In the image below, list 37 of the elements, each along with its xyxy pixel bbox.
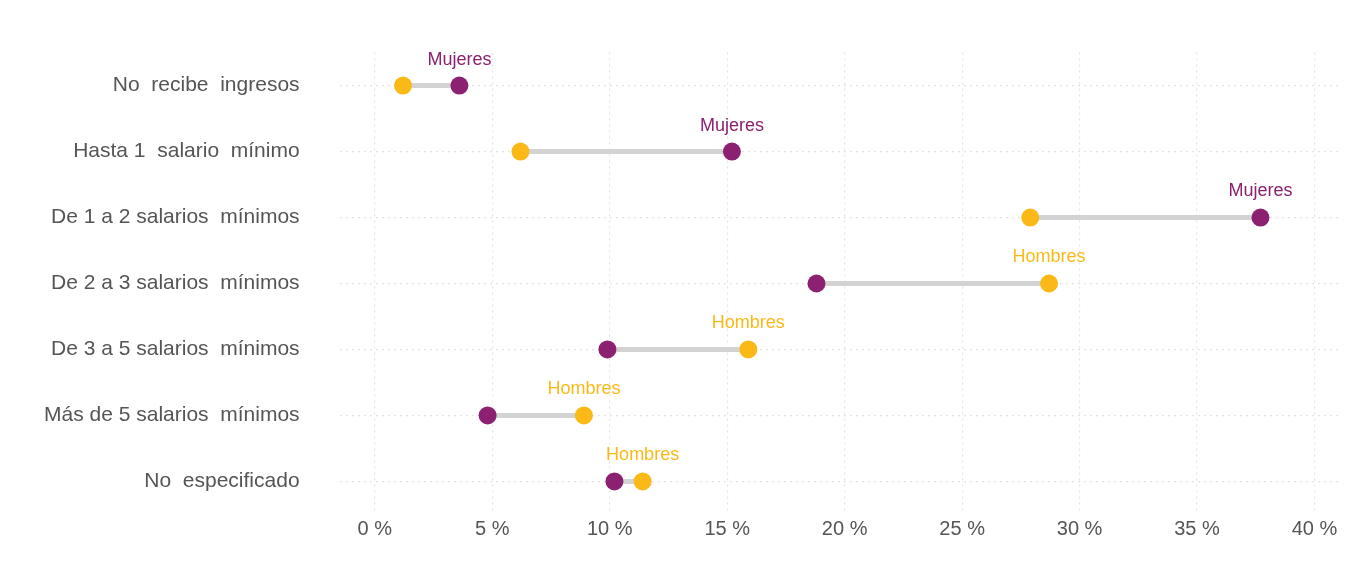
point bbox=[633, 472, 652, 491]
point bbox=[739, 340, 758, 359]
series-label: Hombres bbox=[1012, 246, 1086, 267]
point bbox=[511, 142, 530, 161]
y-tick-label: Hasta 1 salario mínimo bbox=[73, 138, 300, 162]
x-tick-label: 40 % bbox=[1291, 516, 1338, 539]
text: Hombres bbox=[711, 312, 785, 333]
y-tick-label: De 2 a 3 salarios mínimos bbox=[50, 270, 300, 294]
point bbox=[478, 406, 497, 425]
y-tick-label: No recibe ingresos bbox=[112, 72, 300, 96]
point bbox=[1040, 274, 1059, 293]
point bbox=[598, 340, 617, 359]
text: Mujeres bbox=[699, 114, 764, 135]
point bbox=[574, 406, 593, 425]
point bbox=[605, 472, 624, 491]
x-tick-label: 5 % bbox=[475, 516, 510, 539]
x-tick-label: 25 % bbox=[939, 516, 986, 539]
text: Mujeres bbox=[1228, 180, 1293, 201]
point bbox=[394, 76, 413, 95]
y-tick-label: Más de 5 salarios mínimos bbox=[44, 402, 300, 426]
series-label: Mujeres bbox=[427, 48, 492, 69]
y-tick-label: No especificado bbox=[144, 468, 300, 492]
y-tick-label: De 1 a 2 salarios mínimos bbox=[50, 204, 300, 228]
point bbox=[722, 142, 741, 161]
y-tick-label: De 3 a 5 salarios mínimos bbox=[50, 336, 300, 360]
point bbox=[450, 76, 469, 95]
point bbox=[807, 274, 826, 293]
text: Hombres bbox=[547, 378, 621, 399]
x-tick-label: 20 % bbox=[821, 516, 868, 539]
x-tick-label: 35 % bbox=[1174, 516, 1221, 539]
point bbox=[1251, 208, 1270, 227]
x-tick-label: 30 % bbox=[1056, 516, 1103, 539]
x-tick-label: 15 % bbox=[704, 516, 751, 539]
text: Hombres bbox=[606, 444, 680, 465]
point bbox=[1021, 208, 1040, 227]
x-tick-label: 10 % bbox=[586, 516, 633, 539]
x-tick-label: 0 % bbox=[357, 516, 393, 539]
